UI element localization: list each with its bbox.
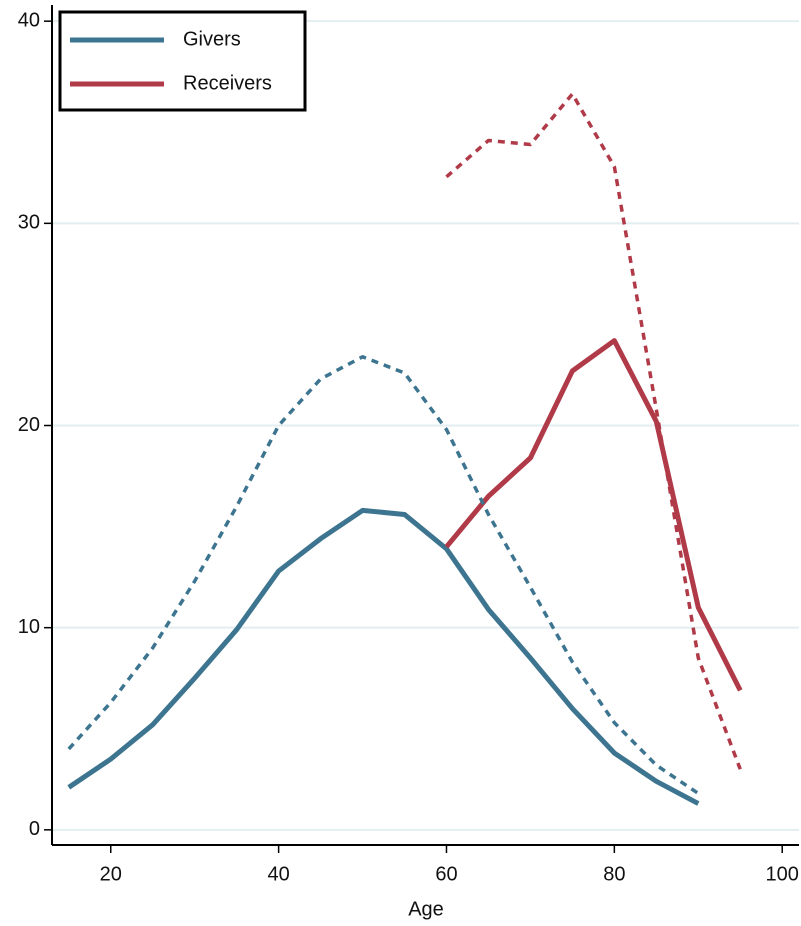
- x-tick-label: 40: [267, 863, 289, 885]
- y-tick-label: 30: [18, 212, 40, 234]
- dashed-line: [67, 355, 700, 795]
- line: [444, 338, 743, 692]
- x-axis-label: Age: [408, 898, 444, 920]
- dashed-line: [445, 92, 742, 770]
- legend-label: Givers: [183, 28, 241, 50]
- x-tick-label: 60: [435, 863, 457, 885]
- y-tick-label: 10: [18, 616, 40, 638]
- y-tick-label: 40: [18, 9, 40, 31]
- y-tick-label: 20: [18, 414, 40, 436]
- legend-box: [58, 10, 307, 112]
- y-tick-label: 0: [29, 818, 40, 840]
- legend: Givers Receivers: [58, 10, 307, 112]
- x-tick-label: 20: [100, 863, 122, 885]
- legend-label: Receivers: [183, 72, 272, 94]
- x-tick-label: 100: [766, 863, 799, 885]
- x-tick-label: 80: [603, 863, 625, 885]
- line: [67, 507, 700, 806]
